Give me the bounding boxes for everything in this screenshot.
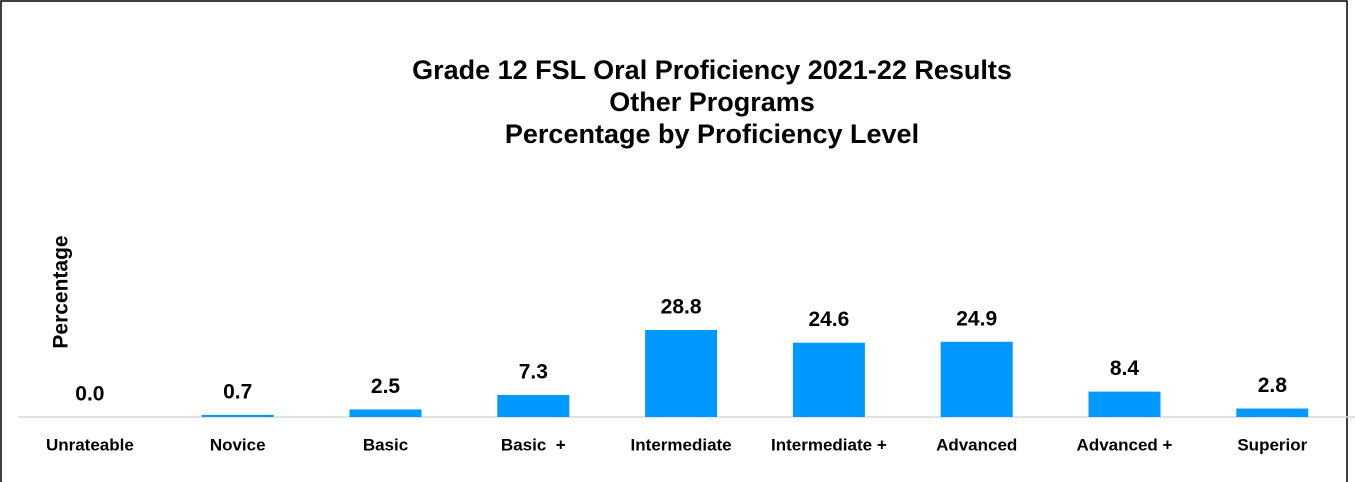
x-tick-label: Intermediate + (771, 435, 887, 454)
bar (645, 330, 718, 417)
bar (349, 409, 422, 417)
x-tick-label: Intermediate (631, 435, 732, 454)
x-tick-label: Superior (1237, 435, 1307, 454)
x-tick-label: Basic + (501, 435, 566, 454)
bar (1236, 408, 1309, 417)
bar (940, 341, 1013, 417)
value-label: 28.8 (661, 296, 702, 319)
chart-title: Grade 12 FSL Oral Proficiency 2021-22 Re… (412, 55, 1012, 85)
bar (497, 394, 570, 417)
y-axis-label: Percentage (50, 235, 73, 348)
x-tick-label: Advanced + (1077, 435, 1173, 454)
value-label: 8.4 (1110, 357, 1140, 380)
x-tick-label: Unrateable (46, 435, 134, 454)
value-label: 0.0 (75, 383, 104, 406)
value-label: 0.7 (223, 380, 252, 403)
x-tick-label: Advanced (936, 435, 1017, 454)
value-label: 24.9 (956, 307, 997, 330)
x-tick-label: Basic (363, 435, 408, 454)
bar (201, 414, 274, 417)
value-label: 2.5 (371, 375, 401, 398)
x-tick-label: Novice (210, 435, 266, 454)
value-label: 7.3 (519, 360, 548, 383)
bar (792, 342, 865, 417)
value-label: 24.6 (808, 308, 849, 331)
bar (1088, 391, 1161, 417)
chart-subtitle: Other Programs (609, 87, 815, 117)
chart-subtitle: Percentage by Proficiency Level (505, 119, 919, 149)
value-label: 2.8 (1258, 374, 1288, 397)
